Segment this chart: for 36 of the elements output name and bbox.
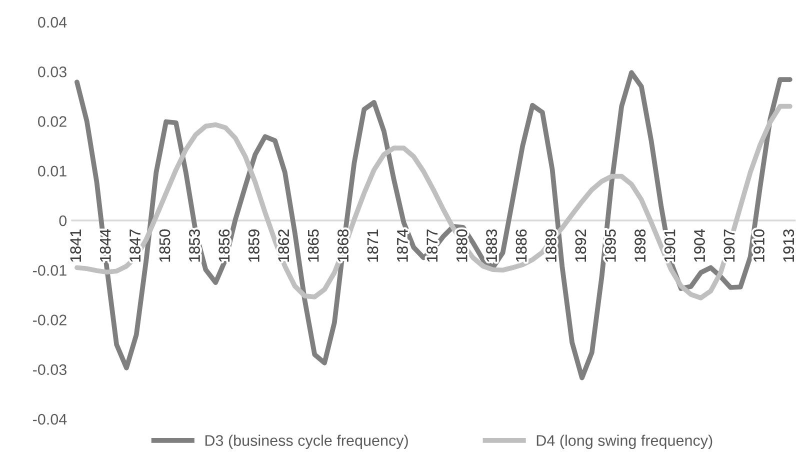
x-tick-label: 1910 — [754, 229, 764, 262]
x-tick-label: 1904 — [694, 229, 705, 262]
x-tick-label: 1898 — [634, 229, 646, 262]
x-tick-label: 1889 — [546, 230, 556, 262]
x-tick-label: 1865 — [308, 229, 319, 262]
x-tick-label: 1844 — [100, 229, 111, 262]
x-tick-label: 1859 — [248, 230, 260, 262]
y-tick-label: 0 — [59, 215, 67, 226]
legend-label: D4 (long swing frequency) — [536, 434, 712, 449]
x-tick-label: 1880 — [456, 229, 468, 262]
x-tick-label: 1883 — [486, 230, 497, 262]
x-tick-label: 1874 — [397, 229, 408, 262]
x-tick-label: 1847 — [130, 230, 140, 262]
x-tick-label: 1913 — [783, 230, 794, 262]
y-tick-label: 0.03 — [38, 66, 66, 78]
x-tick-label: 1901 — [664, 230, 676, 262]
x-tick-label: 1877 — [426, 230, 438, 262]
x-tick-label: 1856 — [218, 230, 230, 262]
x-tick-label: 1907 — [724, 230, 735, 262]
x-tick-label: 1841 — [70, 230, 82, 262]
x-tick-label: 1895 — [604, 229, 616, 262]
x-tick-label: 1862 — [278, 230, 290, 262]
y-tick-label: -0.03 — [33, 364, 66, 376]
y-tick-label: 0.02 — [38, 116, 66, 127]
y-tick-label: 0.04 — [38, 16, 67, 28]
y-tick-label: 0.01 — [38, 166, 66, 177]
x-tick-label: 1871 — [367, 230, 378, 262]
y-tick-label: -0.04 — [33, 414, 67, 425]
x-tick-label: 1853 — [189, 230, 200, 262]
x-tick-label: 1892 — [575, 230, 586, 262]
legend-label: D3 (business cycle frequency) — [205, 434, 408, 449]
x-tick-label: 1868 — [338, 229, 348, 262]
x-tick-label: 1850 — [159, 229, 170, 262]
y-tick-label: -0.02 — [33, 314, 66, 326]
y-tick-label: -0.01 — [33, 264, 66, 276]
x-tick-label: 1886 — [516, 230, 527, 262]
